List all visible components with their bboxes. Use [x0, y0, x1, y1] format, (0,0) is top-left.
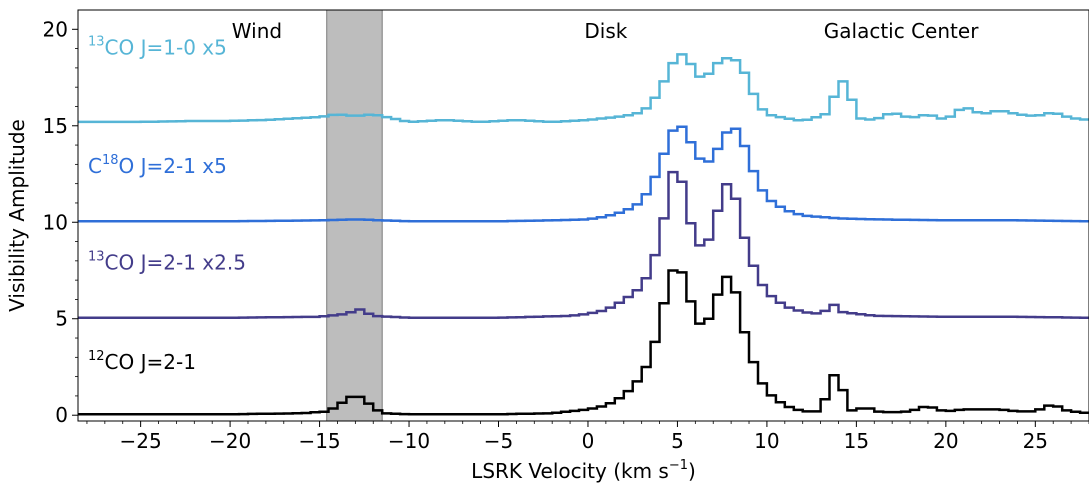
- region-label-1: Disk: [584, 19, 627, 43]
- y-tick-label: 10: [43, 210, 68, 234]
- plot-frame: [77, 9, 1089, 422]
- series-line-3: [78, 269, 1089, 416]
- x-tick-label: −25: [120, 429, 162, 453]
- wind-shaded-region: [326, 9, 383, 422]
- series-label-1: C18O J=2-1 x5: [88, 153, 227, 178]
- series-label-0: 13CO J=1-0 x5: [88, 34, 227, 59]
- x-tick-label: −10: [388, 429, 430, 453]
- series-line-0: [78, 53, 1089, 124]
- x-tick-label: −15: [298, 429, 340, 453]
- series-label-2: 13CO J=2-1 x2.5: [88, 250, 246, 275]
- series-labels: 13CO J=1-0 x5 C18O J=2-1 x5 13CO J=2-1 x2.…: [88, 34, 246, 374]
- series-label-3: 12CO J=2-1: [88, 349, 196, 374]
- series-lines: [78, 53, 1089, 416]
- x-tick-label: 0: [582, 429, 595, 453]
- y-tick-label: 20: [43, 17, 68, 41]
- region-label-0: Wind: [232, 19, 282, 43]
- y-axis-label: Visibility Amplitude: [5, 119, 29, 312]
- x-tick-label: 15: [844, 429, 869, 453]
- y-tick-label: 0: [55, 403, 68, 427]
- region-label-2: Galactic Center: [824, 19, 979, 43]
- y-tick-label: 15: [43, 114, 68, 138]
- x-tick-label: −20: [209, 429, 251, 453]
- region-labels: Wind Disk Galactic Center: [232, 19, 979, 43]
- x-tick-label: 5: [671, 429, 684, 453]
- x-tick-label: −5: [484, 429, 513, 453]
- y-axis: 0 5 10 15 20: [43, 17, 78, 427]
- x-axis: −25 −20 −15 −10 −5 0 5 10 15 20 25: [86, 421, 1089, 453]
- x-tick-label: 20: [933, 429, 958, 453]
- x-tick-label: 10: [754, 429, 779, 453]
- x-axis-label: LSRK Velocity (km s−1): [471, 458, 696, 483]
- series-line-2: [78, 170, 1089, 320]
- x-tick-label: 25: [1023, 429, 1048, 453]
- series-line-1: [78, 125, 1089, 223]
- y-tick-label: 5: [55, 307, 68, 331]
